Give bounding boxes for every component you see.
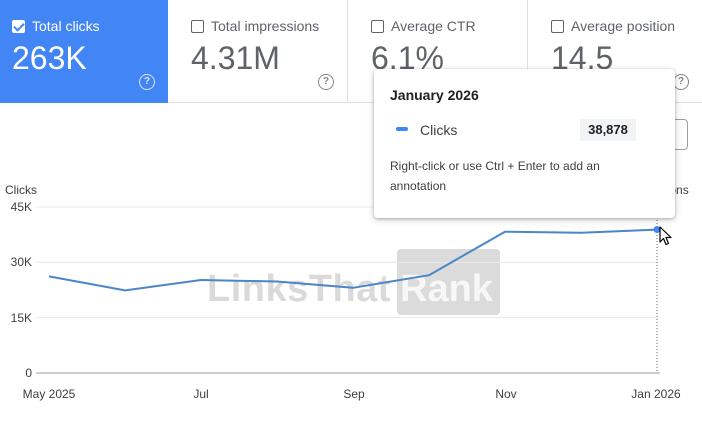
metric-card-total-clicks[interactable]: Total clicks 263K ? bbox=[0, 0, 168, 103]
tooltip-value: 38,878 bbox=[580, 119, 636, 141]
y-tick-label: 45K bbox=[10, 200, 32, 214]
metric-label: Total impressions bbox=[211, 18, 320, 34]
metric-label: Average CTR bbox=[391, 18, 476, 34]
help-icon[interactable]: ? bbox=[673, 74, 689, 90]
help-icon[interactable]: ? bbox=[318, 74, 334, 90]
tooltip-hint: Right-click or use Ctrl + Enter to add a… bbox=[390, 159, 600, 193]
metric-label: Total clicks bbox=[32, 18, 100, 34]
checkbox-icon[interactable] bbox=[551, 19, 564, 33]
x-tick-label: Sep bbox=[343, 387, 365, 401]
checkbox-icon[interactable] bbox=[191, 19, 204, 33]
y-tick-label: 30K bbox=[10, 255, 32, 269]
x-tick-label: Jul bbox=[193, 387, 209, 401]
watermark-text: Rank bbox=[400, 268, 493, 310]
metric-card-total-impressions[interactable]: Total impressions 4.31M ? bbox=[168, 0, 348, 103]
y-tick-label: 0 bbox=[25, 366, 32, 380]
mouse-pointer-icon bbox=[659, 226, 672, 246]
checkbox-checked-icon[interactable] bbox=[12, 19, 25, 33]
tooltip-series-name: Clicks bbox=[420, 122, 458, 138]
help-icon[interactable]: ? bbox=[139, 74, 155, 90]
x-tick-label: May 2025 bbox=[22, 387, 76, 401]
y-axis-title: Clicks bbox=[5, 183, 37, 197]
tooltip-title: January 2026 bbox=[390, 87, 479, 103]
x-tick-label: Nov bbox=[495, 387, 517, 401]
x-tick-label: Jan 2026 bbox=[631, 387, 681, 401]
metric-value: 4.31M bbox=[191, 40, 280, 76]
y-tick-label: 15K bbox=[10, 311, 32, 325]
metric-label: Average position bbox=[571, 18, 676, 34]
metric-value: 263K bbox=[12, 40, 87, 76]
chart-tooltip: January 2026 Clicks 38,878 Right-click o… bbox=[374, 69, 675, 218]
watermark-text: LinksThat bbox=[207, 268, 391, 310]
checkbox-icon[interactable] bbox=[371, 19, 384, 33]
series-swatch-icon bbox=[396, 127, 408, 131]
